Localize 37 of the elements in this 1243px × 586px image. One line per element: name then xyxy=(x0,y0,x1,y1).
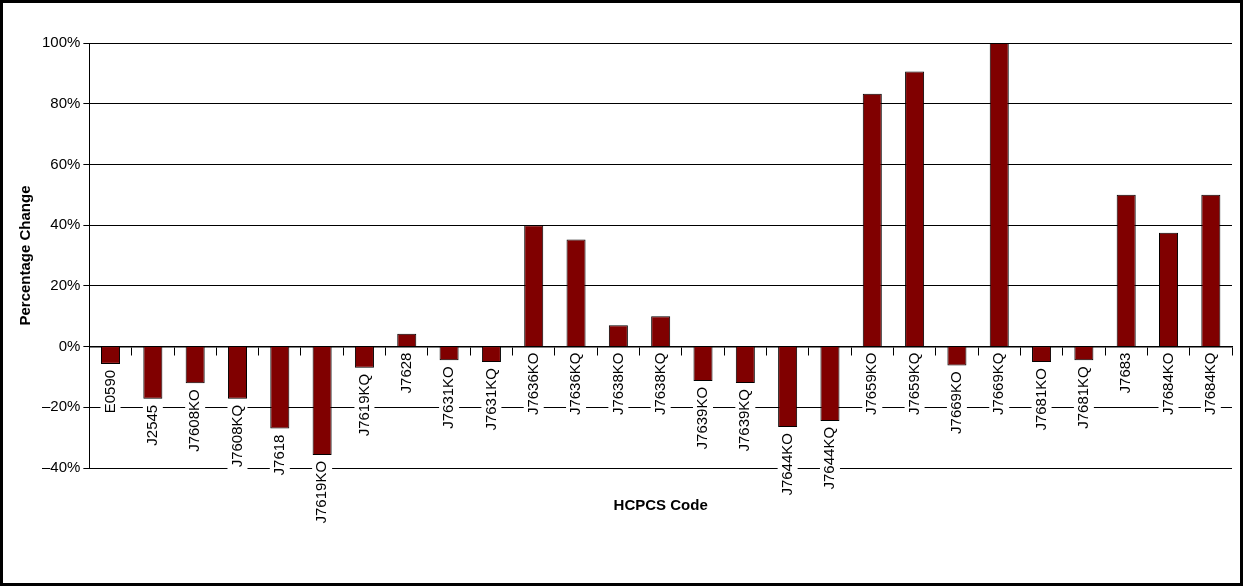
y-tick-label: 60% xyxy=(50,154,81,172)
y-tick-label: 100% xyxy=(41,33,81,51)
x-tick-label: E0590 xyxy=(100,369,118,414)
x-tick-label: J7631KQ xyxy=(481,368,499,431)
y-tick-label: –40% xyxy=(41,458,81,476)
x-tick-label: J7608KQ xyxy=(227,404,245,468)
y-tick-label: –20% xyxy=(41,397,81,415)
x-tick-label: J7669KQ xyxy=(989,352,1007,416)
x-tick-label: J7659KO xyxy=(862,352,880,416)
y-tick-label: 0% xyxy=(58,336,81,354)
x-tick-label: J7684KQ xyxy=(1200,352,1218,416)
x-tick-label: J7636KO xyxy=(523,352,541,416)
x-tick-label: J7683 xyxy=(1116,352,1134,394)
x-tick-label: J7608KO xyxy=(185,389,203,452)
x-tick-label: J7644KQ xyxy=(820,426,838,490)
x-tick-label: J7638KQ xyxy=(650,352,668,416)
x-tick-label: J7636KQ xyxy=(566,352,584,416)
x-tick-label: J7639KO xyxy=(693,386,711,450)
x-axis-title: HCPCS Code xyxy=(613,496,708,514)
y-tick-label: 40% xyxy=(50,215,81,233)
x-tick-label: J7681KO xyxy=(1031,368,1049,431)
x-tick-label: J7681KQ xyxy=(1074,366,1092,429)
x-tick-label: J7628 xyxy=(396,352,414,394)
x-tick-label: J7669KO xyxy=(947,371,965,434)
y-tick-label: 80% xyxy=(50,93,81,111)
x-tick-label: J7659KQ xyxy=(904,352,922,416)
x-tick-label: J7638KO xyxy=(608,352,626,416)
x-tick-label: J7631KO xyxy=(439,366,457,429)
x-tick-label: J7644KO xyxy=(777,433,795,496)
x-tick-label: J2545 xyxy=(142,404,160,446)
y-tick-label: 20% xyxy=(50,276,81,293)
x-tick-label: J7618 xyxy=(269,434,287,476)
x-tick-label: J7619KO xyxy=(312,460,330,524)
y-axis-title: Percentage Change xyxy=(16,185,34,326)
x-tick-label: J7619KQ xyxy=(354,373,372,437)
x-tick-label: J7639KQ xyxy=(735,389,753,452)
x-tick-label: J7684KO xyxy=(1158,352,1176,416)
